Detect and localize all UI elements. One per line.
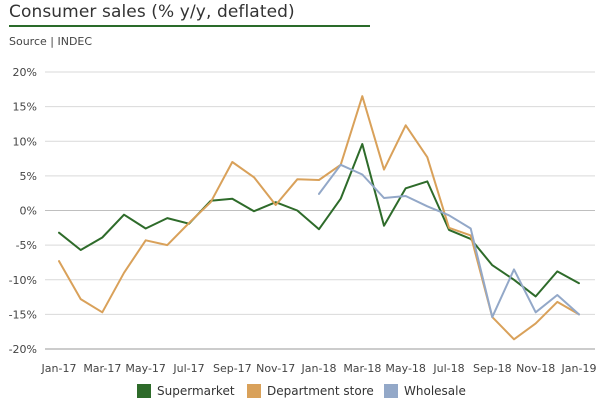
x-tick-label: Jan-17: [41, 362, 77, 375]
series-line-department-store: [58, 95, 580, 341]
x-tick-label: Mar-18: [343, 362, 381, 375]
x-tick-label: Sep-17: [213, 362, 252, 375]
x-tick-label: Sep-18: [473, 362, 512, 375]
plot-area: 20% 15% 10% 5% 0% -5% -10% -15% -20% Jan-17 Mar-1…: [9, 66, 597, 375]
x-tick-label: May-18: [385, 362, 426, 375]
y-tick-label: -5%: [16, 239, 37, 252]
legend-label-wholesale: Wholesale: [404, 384, 466, 398]
x-tick-label: May-17: [125, 362, 166, 375]
series-lines: [58, 95, 580, 341]
series-line-wholesale: [318, 163, 580, 319]
gridlines: [45, 71, 595, 315]
x-tick-label: Jan-19: [561, 362, 597, 375]
legend-item-wholesale: Wholesale: [384, 384, 466, 398]
legend-swatch-wholesale: [384, 384, 398, 398]
y-tick-label: 10%: [13, 135, 37, 148]
x-tick-label: Nov-17: [256, 362, 295, 375]
x-tick-labels: Jan-17 Mar-17 May-17 Jul-17 Sep-17 Nov-17 Jan-…: [41, 362, 597, 375]
legend-label-department-store: Department store: [267, 384, 374, 398]
legend-swatch-department-store: [247, 384, 261, 398]
legend-item-supermarket: Supermarket: [137, 384, 235, 398]
x-tick-label: Jan-18: [301, 362, 337, 375]
legend-item-department-store: Department store: [247, 384, 374, 398]
title-underline: [9, 25, 370, 27]
chart-source: Source | INDEC: [9, 35, 93, 48]
chart-title: Consumer sales (% y/y, deflated): [9, 2, 295, 22]
series-line-supermarket: [58, 143, 580, 298]
y-tick-label: -20%: [9, 343, 37, 356]
legend-swatch-supermarket: [137, 384, 151, 398]
x-tick-label: Jul-17: [172, 362, 204, 375]
axes: [45, 210, 595, 350]
y-tick-label: 20%: [13, 66, 37, 79]
y-tick-label: 0%: [20, 205, 37, 218]
y-tick-label: -15%: [9, 308, 37, 321]
x-tick-label: Nov-18: [516, 362, 555, 375]
y-tick-label: -10%: [9, 274, 37, 287]
x-tick-label: Jul-18: [432, 362, 464, 375]
y-tick-label: 5%: [20, 170, 37, 183]
y-tick-label: 15%: [13, 101, 37, 114]
y-tick-labels: 20% 15% 10% 5% 0% -5% -10% -15% -20%: [9, 66, 37, 356]
legend: Supermarket Department store Wholesale: [0, 384, 611, 400]
legend-label-supermarket: Supermarket: [157, 384, 235, 398]
x-tick-label: Mar-17: [83, 362, 121, 375]
